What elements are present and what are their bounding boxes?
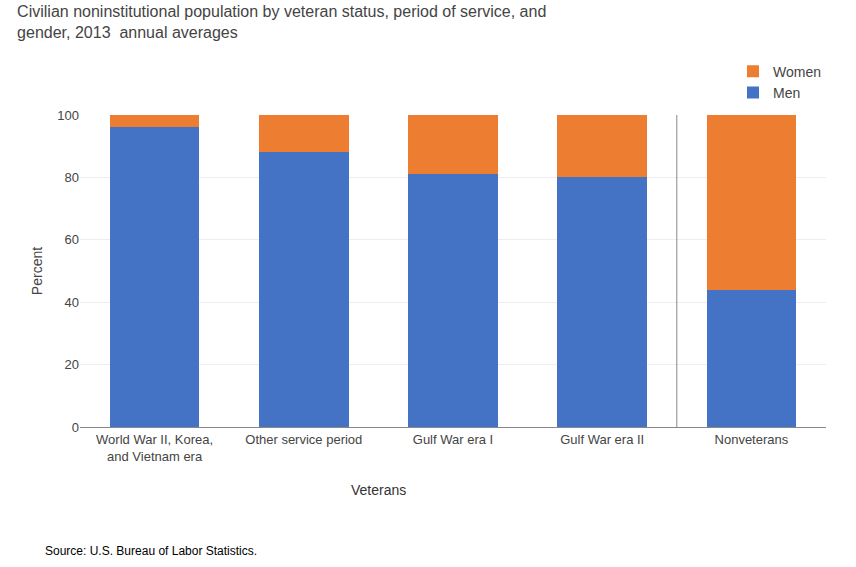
svg-text:100: 100	[57, 108, 79, 123]
svg-text:Source: U.S. Bureau of Labor S: Source: U.S. Bureau of Labor Statistics.	[45, 544, 257, 558]
svg-text:Percent: Percent	[29, 247, 45, 295]
svg-text:60: 60	[65, 232, 79, 247]
svg-text:Veterans: Veterans	[351, 482, 406, 498]
svg-text:80: 80	[65, 170, 79, 185]
svg-text:20: 20	[65, 357, 79, 372]
svg-text:Women: Women	[773, 64, 821, 80]
svg-text:Other service period: Other service period	[245, 432, 362, 447]
svg-text:Gulf War era I: Gulf War era I	[413, 432, 493, 447]
svg-text:40: 40	[65, 295, 79, 310]
svg-text:Civilian noninstitutional popu: Civilian noninstitutional population by …	[17, 3, 546, 41]
svg-text:World War II, Korea,and Vietna: World War II, Korea,and Vietnam era	[96, 432, 213, 464]
svg-text:Gulf War era II: Gulf War era II	[560, 432, 644, 447]
svg-text:Men: Men	[773, 85, 800, 101]
svg-text:Nonveterans: Nonveterans	[715, 432, 789, 447]
svg-text:0: 0	[72, 420, 79, 435]
